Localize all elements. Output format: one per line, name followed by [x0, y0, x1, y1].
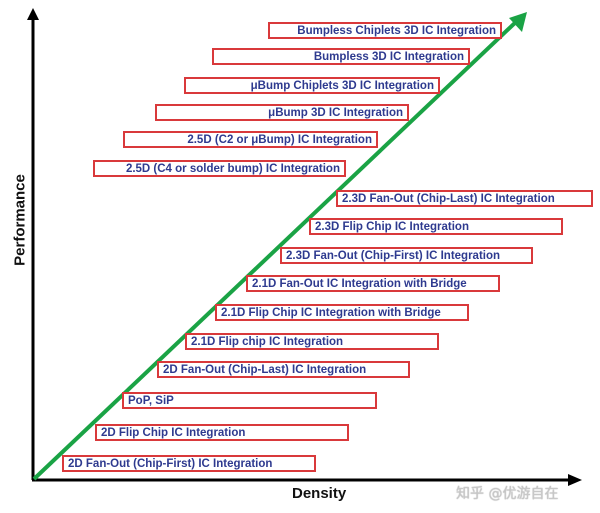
trend-arrowhead-icon	[509, 12, 527, 32]
technology-box-label: μBump Chiplets 3D IC Integration	[250, 79, 434, 92]
technology-box: μBump Chiplets 3D IC Integration	[184, 77, 440, 94]
technology-box-label: 2.1D Flip Chip IC Integration with Bridg…	[221, 306, 441, 319]
technology-box: 2D Fan-Out (Chip-Last) IC Integration	[157, 361, 410, 378]
technology-box-label: μBump 3D IC Integration	[268, 106, 403, 119]
technology-box: 2.1D Fan-Out IC Integration with Bridge	[246, 275, 500, 292]
y-axis-label: Performance	[11, 174, 29, 266]
technology-box-label: 2.3D Fan-Out (Chip-Last) IC Integration	[342, 192, 555, 205]
technology-box: PoP, SiP	[122, 392, 377, 409]
technology-box: 2.1D Flip chip IC Integration	[185, 333, 439, 350]
x-axis	[32, 474, 582, 486]
technology-box-label: Bumpless Chiplets 3D IC Integration	[297, 24, 496, 37]
technology-box-label: 2D Fan-Out (Chip-First) IC Integration	[68, 457, 273, 470]
technology-box: 2.5D (C4 or solder bump) IC Integration	[93, 160, 346, 177]
technology-box: Bumpless Chiplets 3D IC Integration	[268, 22, 502, 39]
technology-box-label: Bumpless 3D IC Integration	[313, 50, 464, 63]
x-axis-arrowhead-icon	[568, 474, 582, 486]
technology-box-label: 2D Flip Chip IC Integration	[101, 426, 246, 439]
x-axis-label: Density	[292, 485, 347, 502]
technology-box: Bumpless 3D IC Integration	[212, 48, 470, 65]
technology-box-label: 2.3D Fan-Out (Chip-First) IC Integration	[286, 249, 501, 262]
y-axis	[27, 8, 39, 480]
technology-box-label: 2.5D (C4 or solder bump) IC Integration	[125, 162, 340, 175]
technology-box: 2D Flip Chip IC Integration	[95, 424, 349, 441]
technology-box-label: PoP, SiP	[128, 394, 174, 407]
technology-box: 2D Fan-Out (Chip-First) IC Integration	[62, 455, 316, 472]
technology-box: 2.3D Fan-Out (Chip-First) IC Integration	[280, 247, 533, 264]
technology-box-label: 2.5D (C2 or μBump) IC Integration	[187, 133, 372, 146]
technology-box: 2.5D (C2 or μBump) IC Integration	[123, 131, 378, 148]
technology-box-label: 2D Fan-Out (Chip-Last) IC Integration	[163, 363, 367, 376]
technology-box-label: 2.1D Fan-Out IC Integration with Bridge	[252, 277, 467, 290]
technology-box: 2.3D Flip Chip IC Integration	[309, 218, 563, 235]
technology-box: 2.3D Fan-Out (Chip-Last) IC Integration	[336, 190, 593, 207]
technology-box: 2.1D Flip Chip IC Integration with Bridg…	[215, 304, 469, 321]
trend-arrow	[32, 12, 527, 481]
y-axis-arrowhead-icon	[27, 8, 39, 20]
technology-box-label: 2.3D Flip Chip IC Integration	[315, 220, 469, 233]
watermark: 知乎 @优游自在	[456, 486, 559, 502]
technology-box: μBump 3D IC Integration	[155, 104, 409, 121]
technology-box-label: 2.1D Flip chip IC Integration	[191, 335, 344, 348]
